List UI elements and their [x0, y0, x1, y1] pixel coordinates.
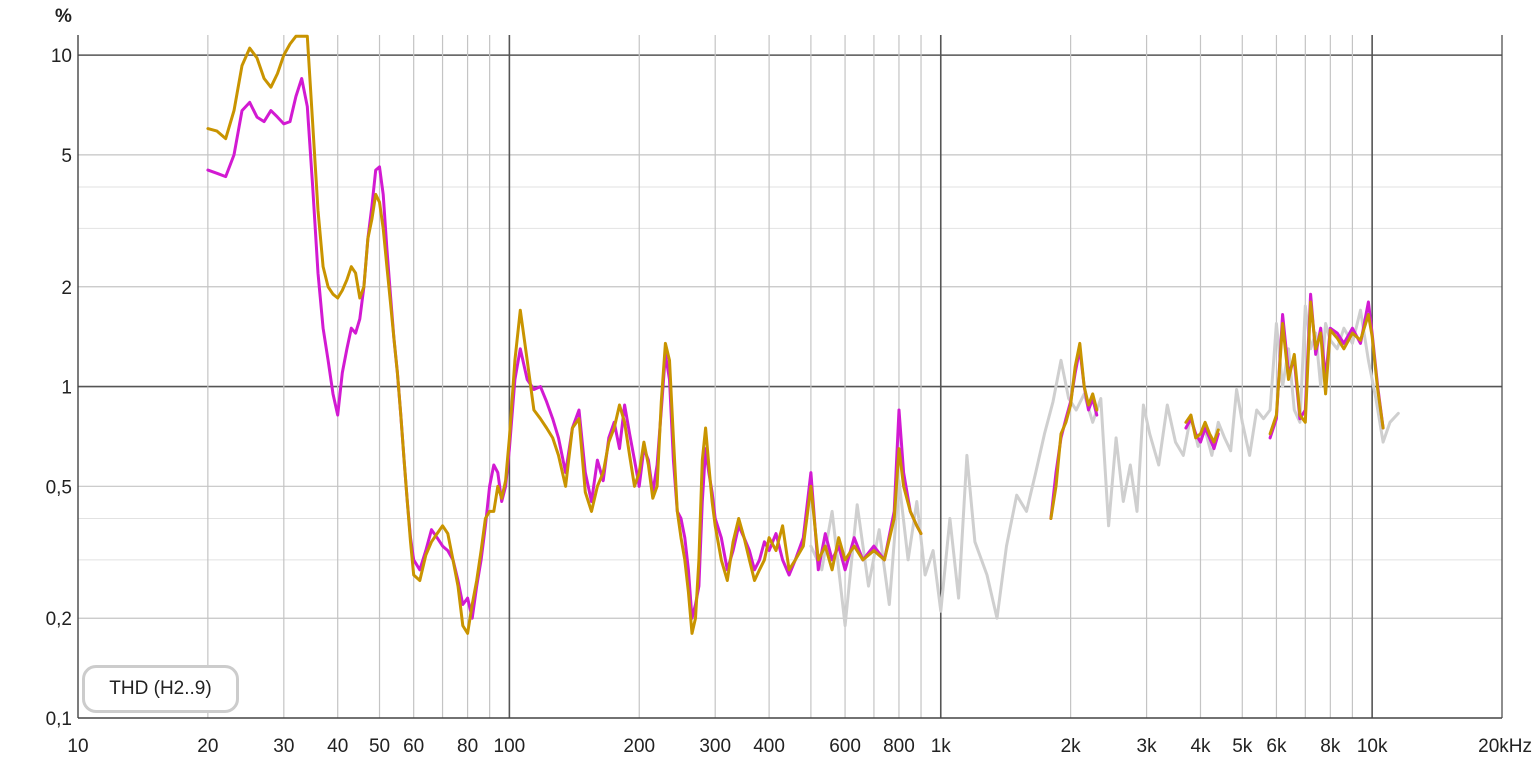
- x-tick-label: 800: [883, 736, 915, 757]
- x-tick-label: 2k: [1061, 736, 1082, 757]
- x-tick-label: 10: [67, 736, 88, 757]
- x-tick-label: 3k: [1137, 736, 1158, 757]
- x-axis-ticks: 10 20 30 40 50 60 80 100 200 300 400 600 800 1k 2k 3k 4k…: [67, 736, 1532, 757]
- series-line-3: [1268, 300, 1385, 436]
- y-tick-label: 1: [61, 378, 72, 399]
- x-tick-label: 4k: [1190, 736, 1211, 757]
- y-tick-label: 0,1: [46, 709, 72, 730]
- x-tick-label: 400: [753, 736, 785, 757]
- x-tick-label: 5k: [1232, 736, 1253, 757]
- x-tick-label: 50: [369, 736, 390, 757]
- x-tick-label: 8k: [1320, 736, 1341, 757]
- x-tick-label: 100: [494, 736, 526, 757]
- grid: [77, 35, 1503, 719]
- series-line-2: [206, 77, 923, 620]
- x-tick-label: 80: [457, 736, 478, 757]
- legend-label: THD (H2..9): [109, 678, 212, 699]
- x-tick-label: 200: [623, 736, 655, 757]
- x-tick-label: 10k: [1357, 736, 1388, 757]
- x-tick-label: 6k: [1266, 736, 1287, 757]
- x-tick-label: 30: [273, 736, 294, 757]
- series-group: [206, 34, 1400, 635]
- y-tick-label: 2: [61, 278, 72, 299]
- y-axis-ticks: 10 5 2 1 0,5 0,2 0,1: [46, 46, 72, 730]
- y-tick-label: 0,2: [46, 609, 72, 630]
- series-line-3: [1049, 341, 1099, 520]
- x-tick-label: 1k: [931, 736, 952, 757]
- y-tick-label: 5: [61, 146, 72, 167]
- y-axis-unit: %: [55, 6, 72, 27]
- y-tick-label: 0,5: [46, 477, 72, 498]
- x-tick-label: 300: [699, 736, 731, 757]
- series-line-3: [1184, 413, 1220, 444]
- x-tick-label: 60: [403, 736, 424, 757]
- y-tick-label: 10: [51, 46, 72, 67]
- x-tick-label: 600: [829, 736, 861, 757]
- legend: THD (H2..9): [82, 665, 239, 713]
- x-tick-label: 40: [327, 736, 348, 757]
- series-line-3: [206, 34, 923, 635]
- x-tick-label: 20: [197, 736, 218, 757]
- x-tick-label: 20kHz: [1478, 736, 1532, 757]
